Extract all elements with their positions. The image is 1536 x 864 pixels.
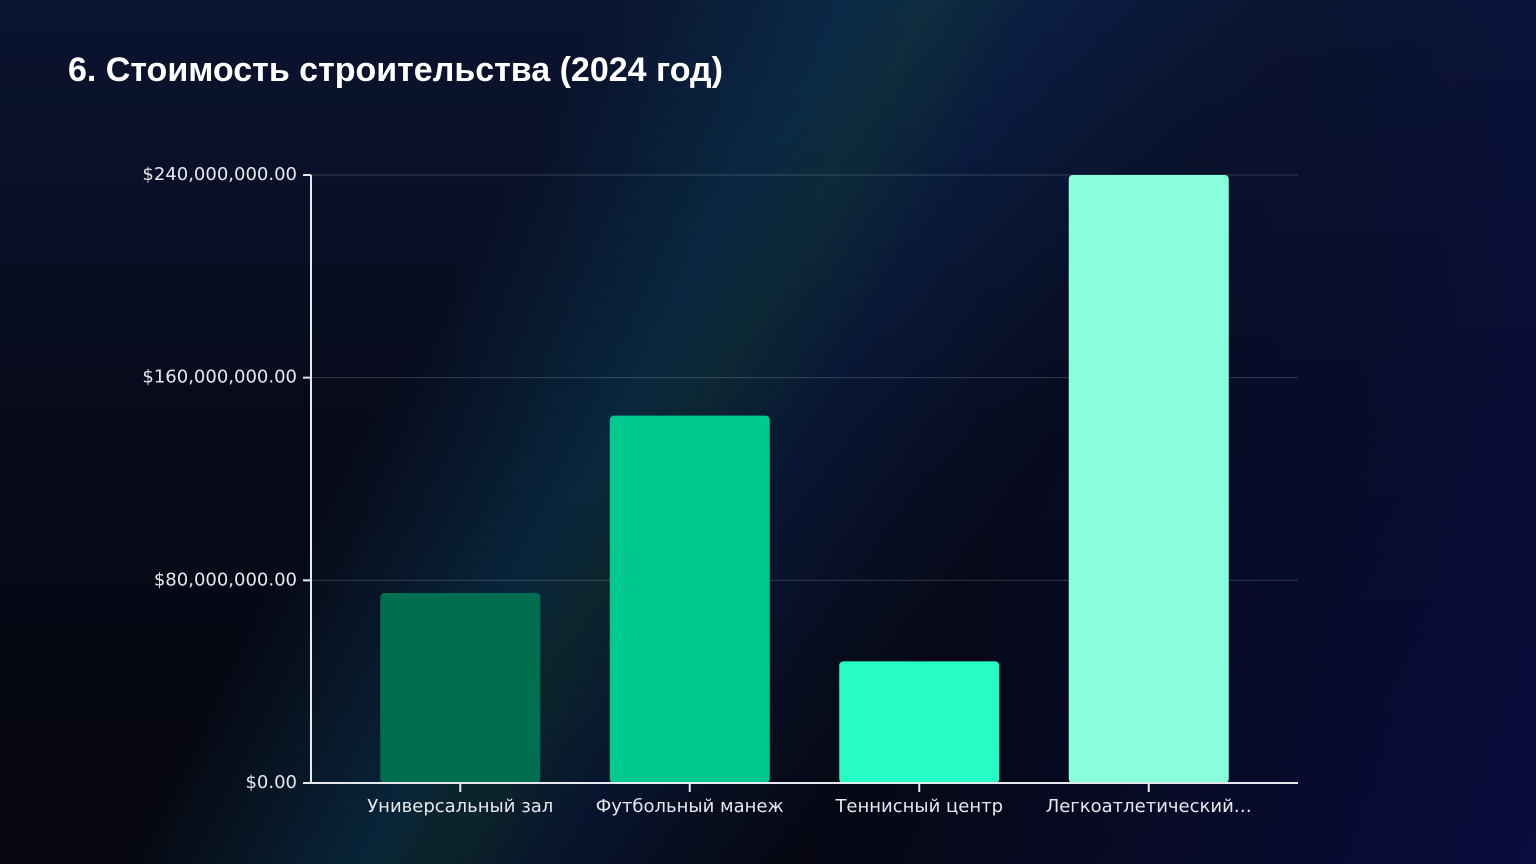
bar xyxy=(609,415,770,783)
bar xyxy=(380,593,541,783)
y-tick-label: $80,000,000.00 xyxy=(154,569,297,590)
x-tick-label: Легкоатлетический… xyxy=(1046,796,1252,817)
chart-title: 6. Стоимость строительства (2024 год) xyxy=(68,51,723,89)
bar xyxy=(1068,175,1229,783)
x-tick-label: Теннисный центр xyxy=(834,796,1003,817)
bar xyxy=(839,661,1000,783)
y-tick-label: $0.00 xyxy=(245,772,297,793)
y-tick-label: $160,000,000.00 xyxy=(142,367,297,388)
x-tick-label: Футбольный манеж xyxy=(596,796,784,817)
x-tick-label: Универсальный зал xyxy=(367,796,553,817)
y-tick-label: $240,000,000.00 xyxy=(142,164,297,185)
